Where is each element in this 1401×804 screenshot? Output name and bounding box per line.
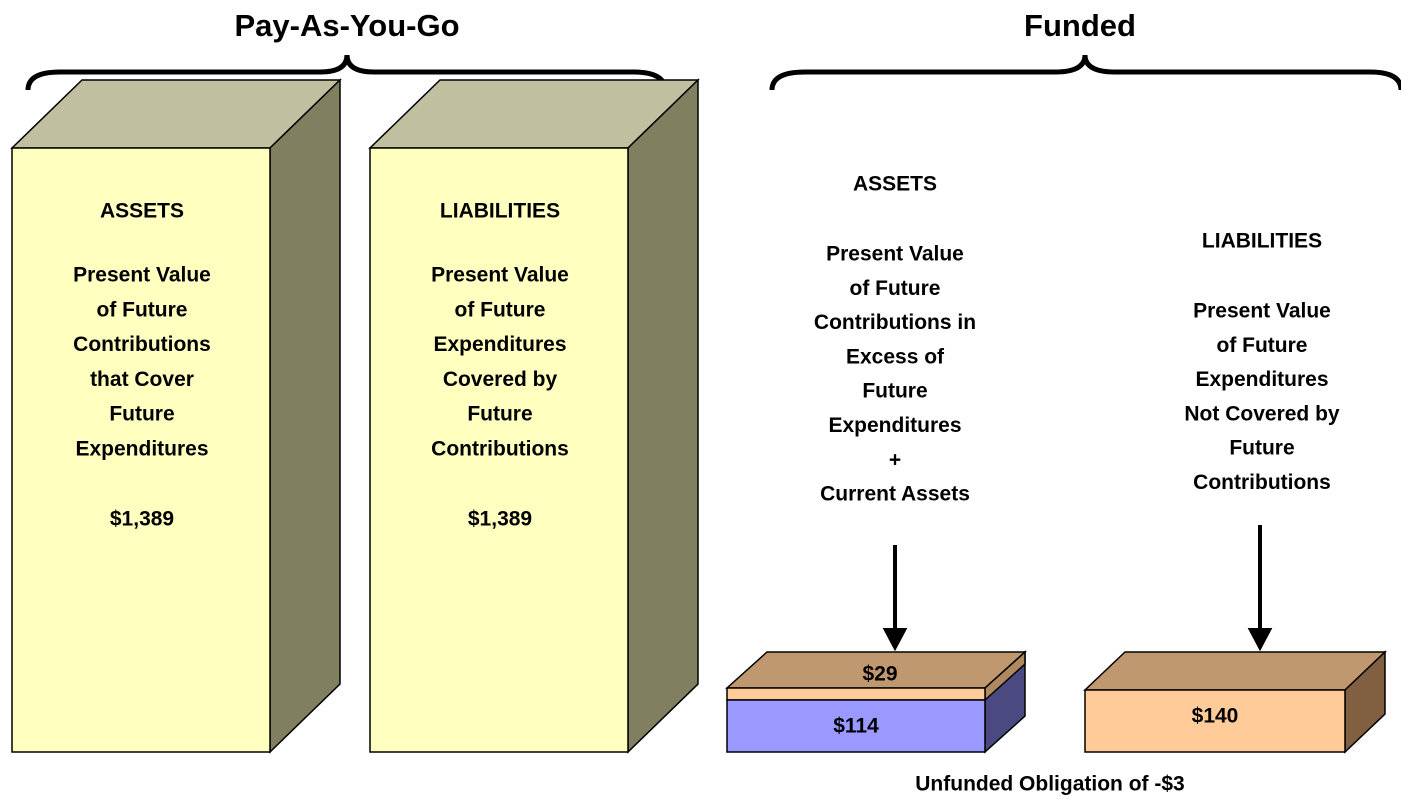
description-line: Covered by — [443, 368, 558, 391]
box-front — [1084, 689, 1346, 753]
heading: ASSETS — [100, 200, 184, 223]
heading: ASSETS — [853, 173, 937, 196]
box-front — [726, 699, 986, 753]
description-line: of Future — [850, 277, 941, 300]
description-line: of Future — [97, 298, 188, 321]
heading: LIABILITIES — [440, 200, 560, 223]
note: Unfunded Obligation of -$3 — [915, 773, 1184, 796]
description-line: Excess of — [846, 345, 945, 368]
brace — [25, 54, 668, 91]
description-line: Current Assets — [820, 483, 970, 506]
box-side — [627, 78, 699, 754]
description-line: Not Covered by — [1184, 402, 1340, 425]
description-line: of Future — [455, 298, 546, 321]
arrow-head — [1247, 628, 1273, 652]
description-line: Present Value — [431, 264, 569, 287]
amount: $140 — [1192, 705, 1239, 728]
description-line: Future — [467, 403, 532, 426]
description-line: that Cover — [90, 368, 194, 391]
description-line: Future — [1229, 437, 1294, 460]
description-line: Expenditures — [75, 438, 208, 461]
description-line: Present Value — [826, 243, 964, 266]
box-front — [369, 147, 629, 753]
description-line: Present Value — [73, 264, 211, 287]
description-line: Expenditures — [433, 333, 566, 356]
heading: LIABILITIES — [1202, 230, 1322, 253]
description-line: Contributions — [1193, 471, 1331, 494]
amount: $29 — [862, 663, 897, 686]
amount: $1,389 — [468, 508, 532, 531]
box-front — [726, 687, 986, 701]
description-line: of Future — [1217, 334, 1308, 357]
description-line: Future — [109, 403, 174, 426]
description-line: Present Value — [1193, 300, 1331, 323]
description-line: Expenditures — [1195, 368, 1328, 391]
arrow-head — [882, 628, 908, 652]
description-line: + — [889, 448, 901, 471]
section-title: Pay-As-You-Go — [234, 8, 459, 43]
brace — [769, 54, 1401, 91]
amount: $1,389 — [110, 508, 174, 531]
braces — [25, 54, 1401, 91]
box-front — [11, 147, 271, 753]
description-line: Contributions — [73, 333, 211, 356]
boxes — [10, 78, 1387, 754]
arrows — [882, 525, 1273, 652]
box-side — [269, 78, 341, 754]
section-title: Funded — [1024, 8, 1136, 43]
box-top — [1083, 651, 1387, 691]
description-line: Contributions — [431, 438, 569, 461]
description-line: Future — [862, 380, 927, 403]
description-line: Contributions in — [814, 311, 976, 334]
description-line: Expenditures — [828, 414, 961, 437]
amount: $114 — [833, 715, 879, 738]
